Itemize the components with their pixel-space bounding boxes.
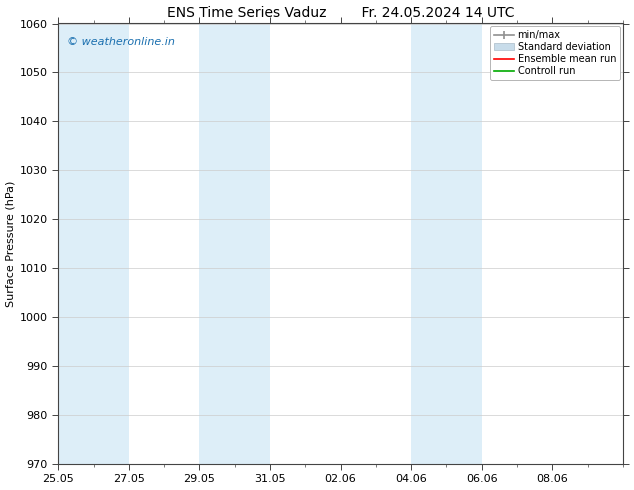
Bar (58, 24, 129, 464)
Bar (200, 24, 270, 464)
Bar (411, 24, 482, 464)
Legend: min/max, Standard deviation, Ensemble mean run, Controll run: min/max, Standard deviation, Ensemble me… (490, 26, 620, 80)
Y-axis label: Surface Pressure (hPa): Surface Pressure (hPa) (6, 181, 16, 307)
Text: © weatheronline.in: © weatheronline.in (67, 37, 174, 47)
Title: ENS Time Series Vaduz        Fr. 24.05.2024 14 UTC: ENS Time Series Vaduz Fr. 24.05.2024 14 … (167, 5, 514, 20)
